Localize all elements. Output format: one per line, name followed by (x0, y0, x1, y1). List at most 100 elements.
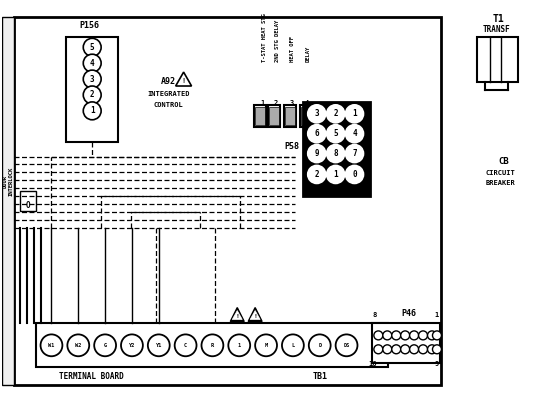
Circle shape (409, 331, 419, 340)
Text: HEAT OFF: HEAT OFF (290, 36, 295, 62)
Circle shape (83, 38, 101, 56)
Text: Y1: Y1 (156, 343, 162, 348)
Circle shape (419, 331, 428, 340)
Text: 5: 5 (90, 43, 95, 52)
Bar (2, 17, 14, 385)
Text: T1: T1 (493, 15, 505, 24)
Circle shape (346, 125, 363, 143)
Text: P46: P46 (402, 308, 417, 318)
Text: D: D (318, 343, 321, 348)
Text: !: ! (182, 78, 186, 84)
Bar (372, 324, 440, 363)
Text: DOOR
INTERLOCK: DOOR INTERLOCK (2, 167, 13, 196)
Text: 16: 16 (368, 361, 377, 367)
Text: 4: 4 (305, 100, 309, 106)
Text: 1: 1 (435, 312, 439, 318)
Text: 1: 1 (334, 170, 338, 179)
Text: L: L (291, 343, 295, 348)
Text: TERMINAL BOARD: TERMINAL BOARD (59, 372, 124, 381)
Circle shape (383, 331, 392, 340)
Circle shape (401, 345, 409, 354)
Circle shape (433, 345, 442, 354)
Circle shape (282, 335, 304, 356)
Text: 4: 4 (90, 58, 95, 68)
Text: 3: 3 (290, 100, 294, 106)
Text: 3: 3 (90, 75, 95, 84)
Bar (301, 107, 311, 125)
Text: 9: 9 (315, 149, 319, 158)
Bar (268, 105, 280, 127)
Bar (476, 37, 519, 82)
Text: 9: 9 (435, 361, 439, 367)
Circle shape (433, 331, 442, 340)
Bar (284, 105, 296, 127)
Bar (303, 102, 371, 196)
Polygon shape (232, 310, 242, 320)
Text: 7: 7 (352, 149, 357, 158)
Text: A92: A92 (161, 77, 176, 86)
Circle shape (374, 345, 383, 354)
Bar (255, 107, 265, 125)
Circle shape (392, 345, 401, 354)
Circle shape (83, 70, 101, 88)
Bar (20, 191, 35, 211)
Text: P58: P58 (284, 142, 299, 151)
Bar (285, 107, 295, 125)
Circle shape (83, 86, 101, 104)
Circle shape (83, 54, 101, 72)
Text: CONTROL: CONTROL (154, 102, 183, 108)
Circle shape (346, 105, 363, 123)
Text: 1: 1 (90, 106, 95, 115)
Circle shape (392, 331, 401, 340)
Bar (14, 17, 441, 385)
Text: P156: P156 (79, 21, 99, 30)
Text: BREAKER: BREAKER (486, 181, 515, 186)
Text: CIRCUIT: CIRCUIT (486, 170, 515, 177)
Text: 0: 0 (352, 170, 357, 179)
Circle shape (121, 335, 143, 356)
Circle shape (327, 125, 345, 143)
Circle shape (68, 335, 89, 356)
Circle shape (148, 335, 170, 356)
Text: 2ND STG DELAY: 2ND STG DELAY (275, 20, 280, 62)
Circle shape (83, 102, 101, 120)
Bar (300, 105, 312, 127)
Circle shape (308, 166, 326, 183)
Text: 8: 8 (334, 149, 338, 158)
Text: 8: 8 (372, 312, 377, 318)
Text: O: O (25, 201, 30, 210)
Text: C: C (184, 343, 187, 348)
Polygon shape (250, 310, 260, 320)
Text: R: R (211, 343, 214, 348)
Circle shape (255, 335, 277, 356)
Text: !: ! (253, 314, 257, 319)
Circle shape (428, 345, 437, 354)
Circle shape (228, 335, 250, 356)
Circle shape (202, 335, 223, 356)
Text: INTEGRATED: INTEGRATED (147, 91, 190, 97)
Circle shape (175, 335, 197, 356)
Circle shape (428, 331, 437, 340)
Circle shape (401, 331, 409, 340)
Polygon shape (230, 308, 244, 322)
Text: G: G (104, 343, 107, 348)
Circle shape (409, 345, 419, 354)
Text: 5: 5 (334, 129, 338, 138)
Text: TRANSF: TRANSF (483, 25, 510, 34)
Circle shape (374, 331, 383, 340)
Text: TB1: TB1 (312, 372, 327, 381)
Text: 2: 2 (90, 90, 95, 100)
Circle shape (383, 345, 392, 354)
Text: 3: 3 (315, 109, 319, 118)
Text: M: M (264, 343, 268, 348)
Circle shape (346, 145, 363, 162)
Bar (254, 105, 266, 127)
Bar (66, 37, 118, 142)
Circle shape (94, 335, 116, 356)
Text: 2: 2 (315, 170, 319, 179)
Text: 1: 1 (260, 100, 264, 106)
Bar (269, 107, 279, 125)
Text: DELAY: DELAY (305, 46, 310, 62)
Text: W2: W2 (75, 343, 81, 348)
Circle shape (308, 105, 326, 123)
